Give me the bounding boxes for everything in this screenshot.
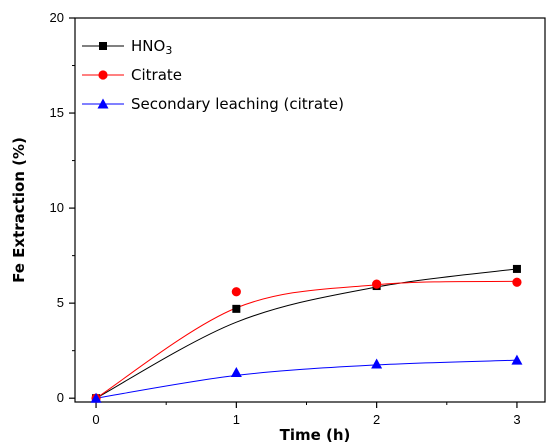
y-tick-label: 20 <box>50 10 64 25</box>
x-tick-label: 3 <box>513 412 520 427</box>
y-axis-title: Fe Extraction (%) <box>10 137 28 283</box>
legend-marker <box>97 98 109 109</box>
legend: HNO3 Citrate Secondary leaching (citrate) <box>82 37 344 113</box>
data-point <box>512 264 521 273</box>
data-markers <box>90 264 523 403</box>
fit-curve <box>95 280 517 399</box>
y-tick-label: 15 <box>50 105 64 120</box>
axis-ticks: 0 1 2 3 0 5 10 15 20 <box>50 10 521 427</box>
data-point <box>90 392 102 403</box>
data-point <box>512 277 522 287</box>
fit-curve <box>95 268 518 399</box>
x-tick-label: 1 <box>233 412 240 427</box>
data-point <box>230 367 242 378</box>
x-tick-label: 0 <box>92 412 99 427</box>
fit-curve <box>95 359 517 399</box>
y-tick-label: 10 <box>50 200 64 215</box>
y-tick-label: 5 <box>57 295 64 310</box>
plot-frame <box>74 17 546 403</box>
data-point <box>231 287 241 297</box>
x-tick-label: 2 <box>373 412 380 427</box>
data-point <box>511 354 523 365</box>
x-axis-title: Time (h) <box>280 426 351 444</box>
legend-label: Secondary leaching (citrate) <box>131 95 344 113</box>
y-tick-label: 0 <box>57 390 64 405</box>
legend-label: HNO3 <box>131 37 172 57</box>
legend-label: Citrate <box>131 66 182 84</box>
legend-marker <box>98 70 108 80</box>
fit-curves <box>95 268 518 399</box>
legend-marker <box>99 42 107 50</box>
data-point <box>371 358 383 369</box>
data-point <box>372 279 382 289</box>
data-point <box>232 304 241 313</box>
